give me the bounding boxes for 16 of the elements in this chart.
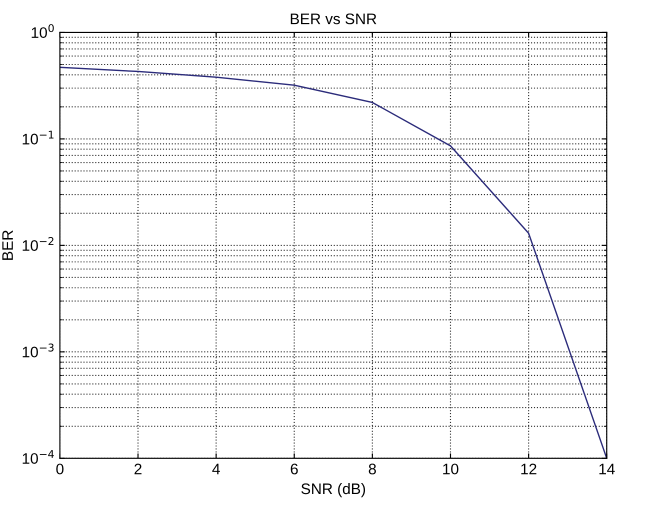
x-tick-label: 2 [134,464,142,474]
x-tick-label: 14 [599,464,615,474]
y-tick-label: 10$^{0}$ [32,24,54,38]
x-tick-label: 0 [56,464,64,474]
y-tick-label: 10$^{−4}$ [22,450,54,464]
y-axis-title: BER [2,230,13,260]
x-tick-label: 4 [212,464,220,474]
x-tick-label: 12 [521,464,536,474]
x-tick-label: 10 [443,464,458,474]
y-tick-label: 10$^{−2}$ [22,237,54,251]
x-axis-title: SNR (dB) [301,482,366,498]
y-tick-label: 10$^{−1}$ [22,130,54,144]
x-tick-label: 8 [368,464,376,474]
chart-title: BER vs SNR [290,13,376,24]
x-tick-label: 6 [290,464,298,474]
y-tick-label: 10$^{−3}$ [22,343,54,358]
